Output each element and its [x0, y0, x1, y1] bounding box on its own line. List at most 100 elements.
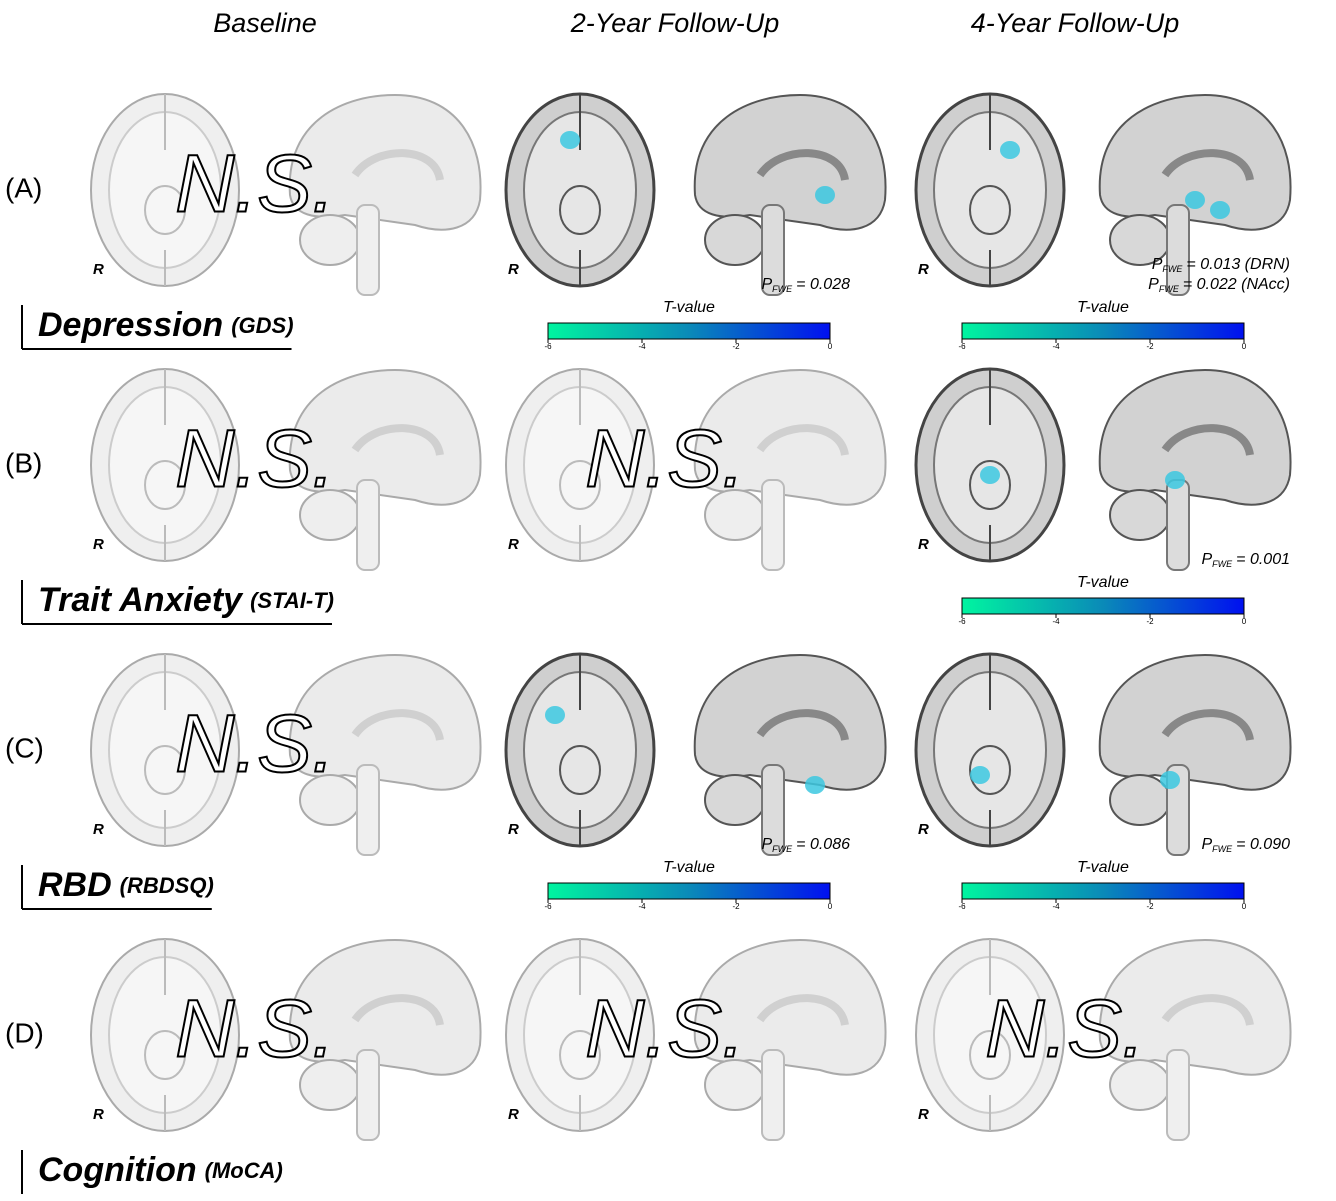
p-value: PFWE= 0.090: [1202, 836, 1291, 854]
p-symbol: P: [762, 276, 773, 293]
ns-label: N.S.: [585, 414, 744, 505]
measure-label: Depression (GDS): [38, 306, 294, 344]
measure-scale: (MoCA): [205, 1158, 283, 1183]
cluster: [815, 186, 835, 204]
orientation-label: R: [918, 261, 929, 278]
measure-label: Cognition(MoCA): [38, 1151, 283, 1189]
p-subscript: FWE: [772, 284, 793, 294]
p-text: = 0.013 (DRN): [1186, 256, 1290, 273]
colorbar-tick-label: 0: [828, 902, 833, 911]
colorbar-label: T-value: [663, 859, 715, 876]
measure-scale: (GDS): [231, 313, 293, 338]
cluster: [805, 776, 825, 794]
cortex: [1100, 95, 1291, 230]
colorbar-tick-label: -6: [544, 342, 552, 351]
p-subscript: FWE: [1212, 844, 1233, 854]
orientation-label: R: [93, 536, 104, 553]
colorbar-label: T-value: [1077, 299, 1129, 316]
cluster: [1185, 191, 1205, 209]
orientation-label: R: [508, 536, 519, 553]
cortex: [695, 655, 886, 790]
colorbar-tick-label: -6: [958, 342, 966, 351]
ns-label: N.S.: [585, 984, 744, 1075]
brainstem: [1167, 1050, 1189, 1140]
colorbar: [962, 883, 1244, 899]
colorbar: [548, 883, 830, 899]
figure: Baseline 2-Year Follow-Up 4-Year Follow-Up…: [0, 0, 1336, 1201]
measure-label: RBD(RBDSQ): [38, 866, 214, 904]
axial-brain: [916, 369, 1064, 561]
column-header: Baseline: [213, 8, 317, 38]
cortex: [695, 95, 886, 230]
p-symbol: P: [1202, 836, 1213, 853]
cluster: [1160, 771, 1180, 789]
measure-scale: (STAI-T): [250, 588, 334, 613]
cluster: [560, 131, 580, 149]
cluster: [1165, 471, 1185, 489]
column-header: 4-Year Follow-Up: [971, 8, 1180, 38]
orientation-label: R: [508, 1106, 519, 1123]
p-symbol: P: [1202, 551, 1213, 568]
ns-label: N.S.: [175, 699, 334, 790]
brainstem: [1167, 480, 1189, 570]
colorbar-tick-label: -4: [1052, 342, 1060, 351]
ns-label: N.S.: [175, 984, 334, 1075]
measure-name: RBD: [38, 866, 112, 904]
axial-brain: [916, 654, 1064, 846]
p-value: PFWE= 0.001: [1202, 551, 1291, 569]
axial-brain: [506, 94, 654, 286]
colorbar-tick-label: -6: [958, 902, 966, 911]
colorbar-tick-label: 0: [1242, 902, 1247, 911]
brainstem: [357, 765, 379, 855]
cerebellum: [1110, 490, 1170, 540]
colorbar-tick-label: -4: [638, 342, 646, 351]
colorbar-tick-label: 0: [1242, 342, 1247, 351]
p-subscript: FWE: [772, 844, 793, 854]
axial-brain: [916, 94, 1064, 286]
axial-brain: [506, 654, 654, 846]
colorbar-tick-label: -2: [1146, 902, 1154, 911]
colorbar-label: T-value: [663, 299, 715, 316]
colorbar-tick-label: 0: [828, 342, 833, 351]
row-label: (A): [5, 172, 42, 203]
colorbar-tick-label: -2: [732, 342, 740, 351]
row-label: (D): [5, 1017, 44, 1048]
p-subscript: FWE: [1159, 284, 1180, 294]
p-text: = 0.022 (NAcc): [1183, 276, 1290, 293]
cluster: [970, 766, 990, 784]
colorbar-tick-label: -4: [1052, 617, 1060, 626]
cluster: [1000, 141, 1020, 159]
orientation-label: R: [508, 261, 519, 278]
orientation-label: R: [918, 821, 929, 838]
brainstem: [357, 480, 379, 570]
sagittal-brain: [1100, 655, 1291, 855]
column-header: 2-Year Follow-Up: [570, 8, 780, 38]
colorbar: [962, 323, 1244, 339]
colorbar-tick-label: -4: [1052, 902, 1060, 911]
colorbar-label: T-value: [1077, 859, 1129, 876]
p-text: = 0.086: [796, 836, 850, 853]
sagittal-brain: [695, 655, 886, 855]
measure-name: Trait Anxiety: [38, 581, 244, 619]
measure-name: Depression: [38, 306, 223, 344]
colorbar: [962, 598, 1244, 614]
cortex: [1100, 655, 1291, 790]
colorbar-tick-label: -2: [1146, 617, 1154, 626]
ns-label: N.S.: [175, 139, 334, 230]
p-symbol: P: [1152, 256, 1163, 273]
sagittal-brain: [1100, 370, 1291, 570]
colorbar-tick-label: -6: [544, 902, 552, 911]
orientation-label: R: [918, 536, 929, 553]
sagittal-brain: [695, 95, 886, 295]
p-subscript: FWE: [1212, 559, 1233, 569]
ns-label: N.S.: [985, 984, 1144, 1075]
row-label: (C): [5, 732, 44, 763]
colorbar-tick-label: -4: [638, 902, 646, 911]
cluster: [545, 706, 565, 724]
p-text: = 0.001: [1236, 551, 1290, 568]
orientation-label: R: [508, 821, 519, 838]
colorbar-tick-label: 0: [1242, 617, 1247, 626]
p-text: = 0.028: [796, 276, 850, 293]
orientation-label: R: [918, 1106, 929, 1123]
cortex: [1100, 370, 1291, 505]
